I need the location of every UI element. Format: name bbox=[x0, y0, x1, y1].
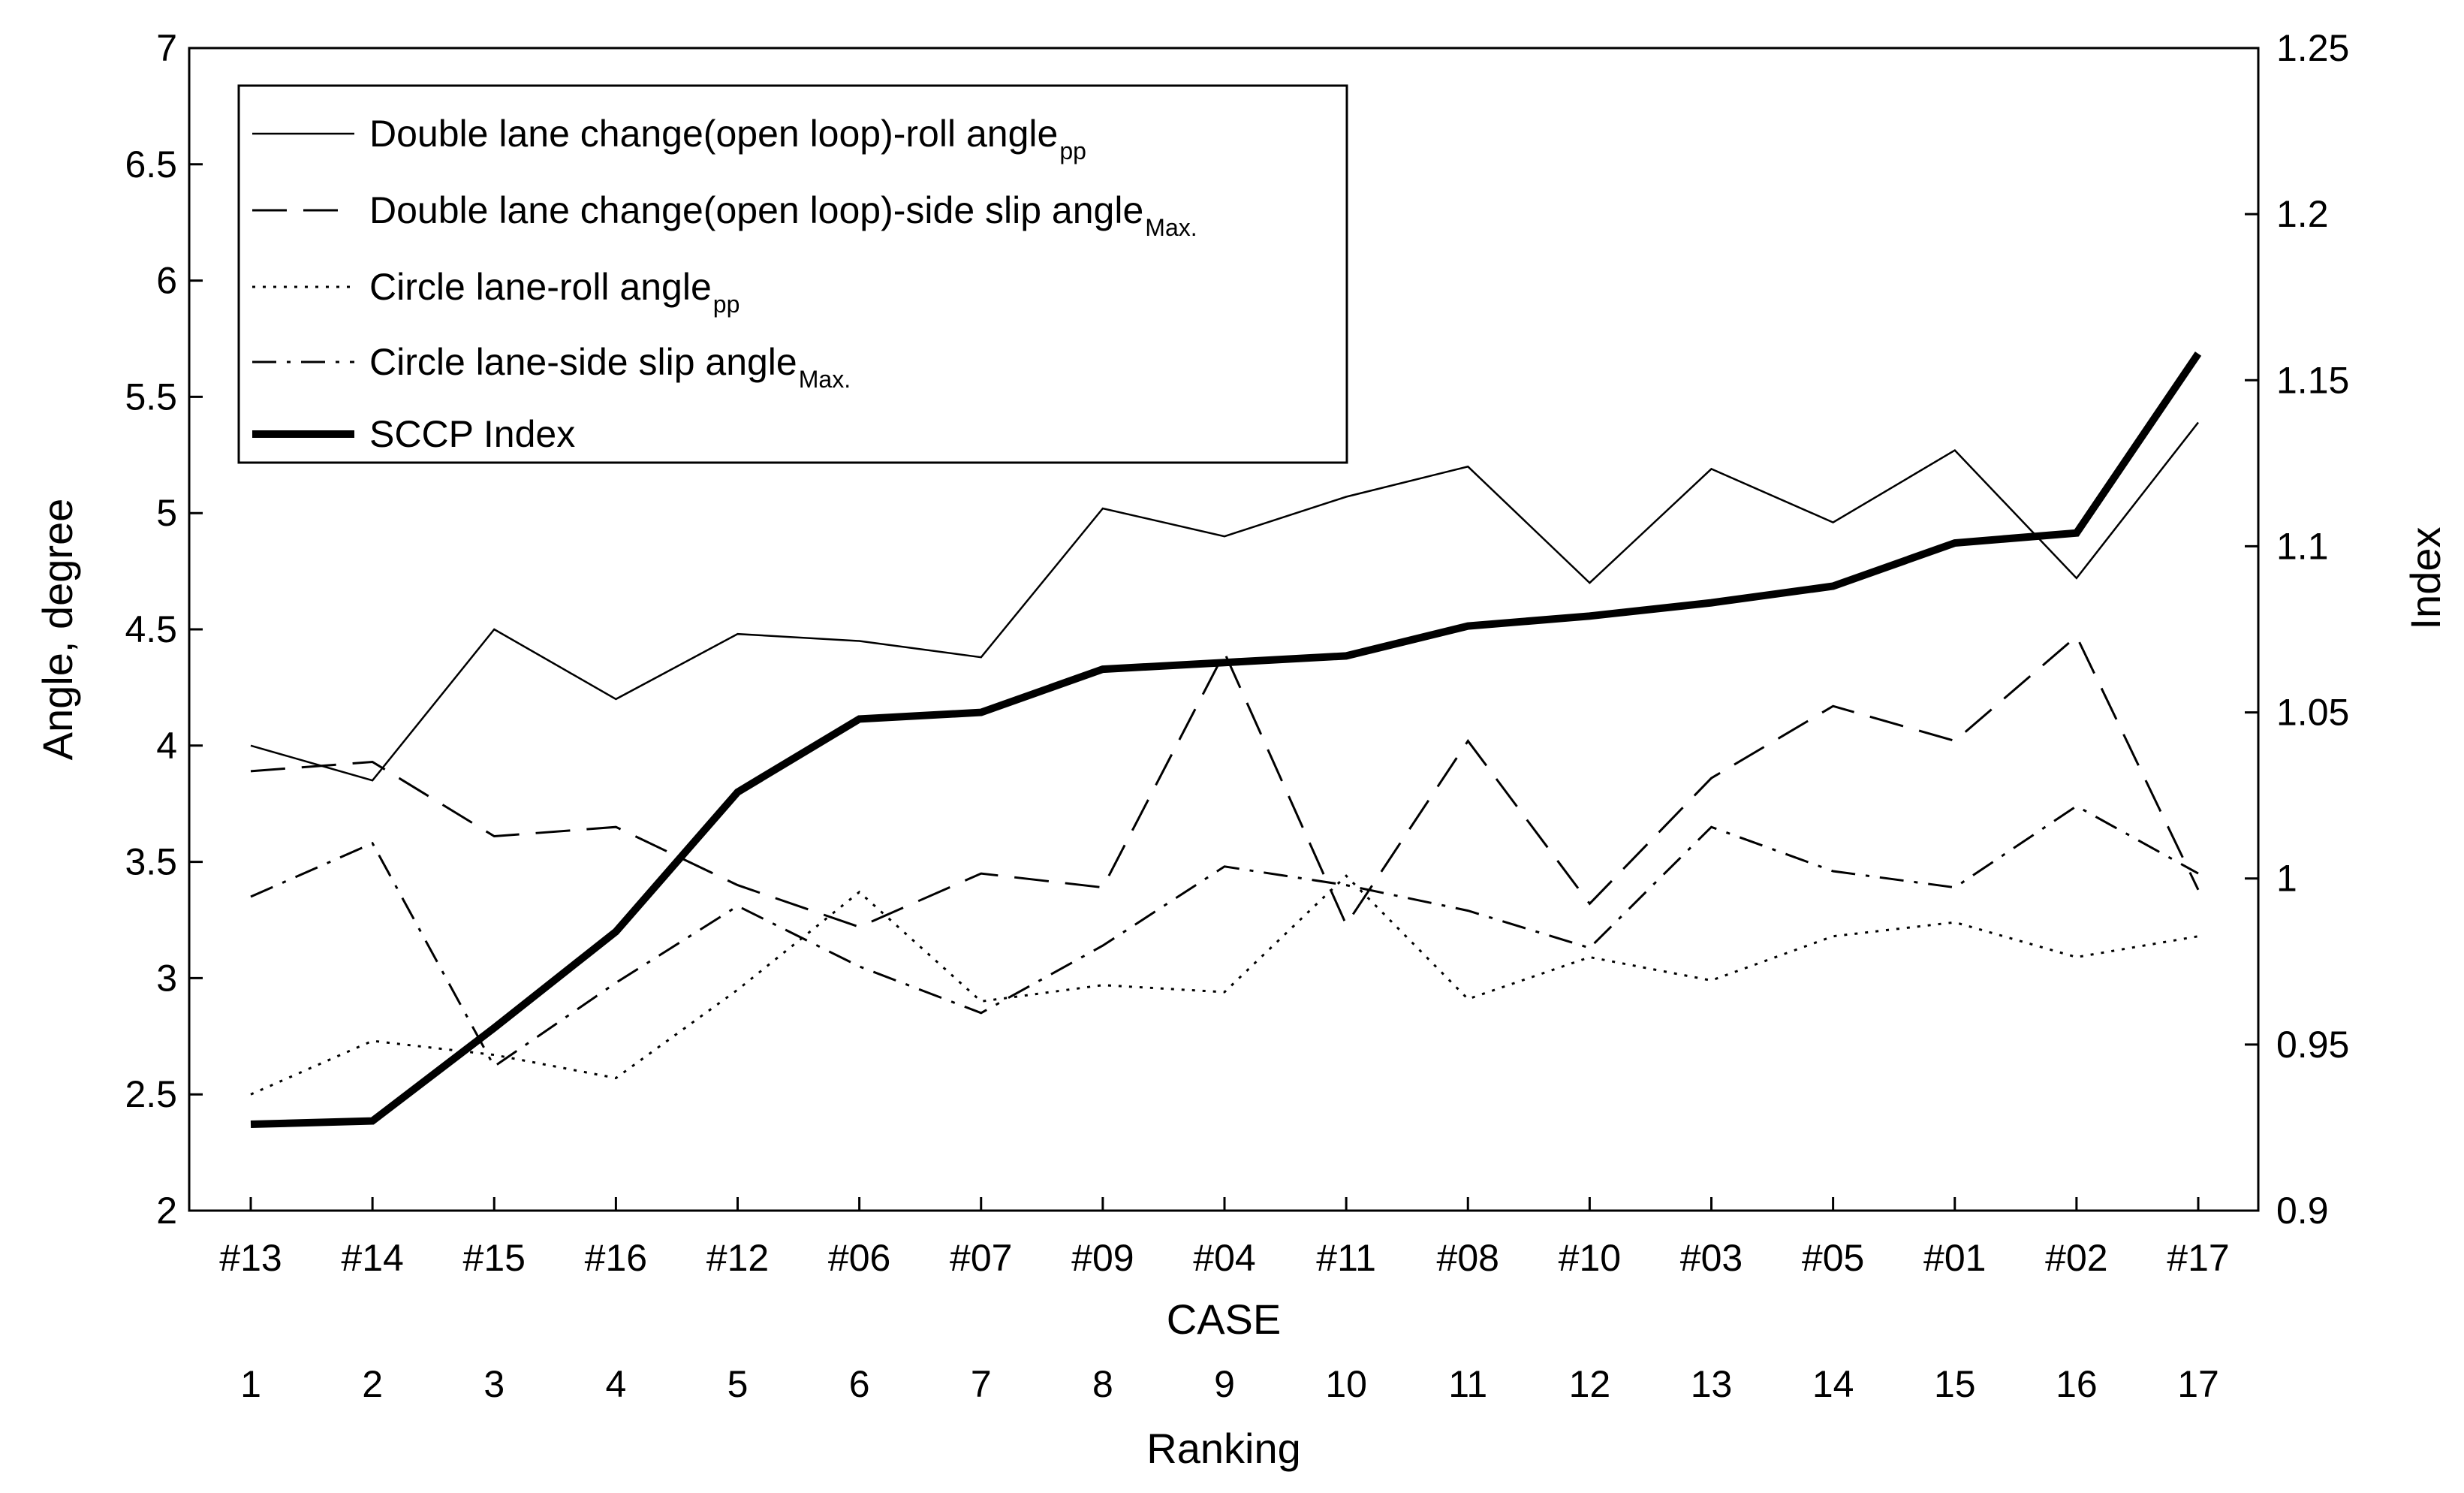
x-tick-label: #11 bbox=[1316, 1237, 1376, 1279]
x-tick-label: #16 bbox=[585, 1237, 647, 1279]
x-tick-label: #12 bbox=[706, 1237, 769, 1279]
x-tick-label: #15 bbox=[463, 1237, 526, 1279]
x-tick-label: #02 bbox=[2045, 1237, 2107, 1279]
legend: Double lane change(open loop)-roll angle… bbox=[237, 84, 1348, 464]
y-axis-title: Angle, degree bbox=[34, 499, 81, 761]
ranking-label: 2 bbox=[362, 1363, 383, 1405]
series-line-double-lane-change-open-loop-side-slip-angle-max bbox=[250, 634, 2200, 928]
y-tick-label: 3 bbox=[156, 957, 177, 999]
series-layer bbox=[250, 351, 2202, 1128]
legend-label: Circle lane-roll angle bbox=[369, 266, 712, 308]
y-right-tick-label: 1.15 bbox=[2276, 359, 2349, 401]
x-tick-label: #13 bbox=[219, 1237, 282, 1279]
x-tick-label: #01 bbox=[1923, 1237, 1986, 1279]
y-tick-label: 2 bbox=[156, 1190, 177, 1232]
y-tick-label: 6 bbox=[156, 260, 177, 302]
y-tick-label: 4.5 bbox=[125, 608, 177, 650]
ranking-label: 4 bbox=[605, 1363, 626, 1405]
y-right-tick-label: 0.9 bbox=[2276, 1190, 2329, 1232]
legend-subscript: Max. bbox=[799, 366, 851, 393]
x-tick-label: #14 bbox=[341, 1237, 403, 1279]
y-tick-label: 5 bbox=[156, 492, 177, 534]
y-right-tick-label: 1.2 bbox=[2276, 193, 2329, 235]
ranking-label: 1 bbox=[240, 1363, 261, 1405]
series-line-circle-lane-roll-angle-pp bbox=[250, 874, 2199, 1096]
y-tick-label: 3.5 bbox=[125, 841, 177, 883]
ranking-label: 8 bbox=[1092, 1363, 1113, 1405]
legend-label: Double lane change(open loop)-side slip … bbox=[369, 189, 1143, 231]
y-tick-label: 2.5 bbox=[125, 1073, 177, 1115]
legend-label: Circle lane-side slip angle bbox=[369, 341, 797, 383]
x-axis-title: CASE bbox=[1167, 1295, 1282, 1343]
x-tick-label: #07 bbox=[950, 1237, 1012, 1279]
y-right-axis-title: Index bbox=[2402, 527, 2449, 630]
series-line-double-lane-change-open-loop-roll-angle-pp bbox=[250, 421, 2199, 782]
y-right-tick-label: 1.1 bbox=[2276, 525, 2329, 567]
ranking-label: 16 bbox=[2056, 1363, 2098, 1405]
x-tick-label: #04 bbox=[1193, 1237, 1255, 1279]
ranking-label: 6 bbox=[849, 1363, 870, 1405]
ranking-label: 13 bbox=[1691, 1363, 1733, 1405]
y-right-tick-label: 0.95 bbox=[2276, 1024, 2349, 1066]
ranking-label: 9 bbox=[1214, 1363, 1235, 1405]
ranking-label: 10 bbox=[1325, 1363, 1367, 1405]
legend-label: SCCP Index bbox=[369, 413, 575, 455]
ranking-axis-title: Ranking bbox=[1146, 1425, 1300, 1472]
y-tick-label: 7 bbox=[156, 27, 177, 69]
ranking-label: 3 bbox=[483, 1363, 505, 1405]
ranking-label: 12 bbox=[1569, 1363, 1611, 1405]
legend-box bbox=[237, 84, 1348, 464]
x-tick-label: #10 bbox=[1559, 1237, 1621, 1279]
x-tick-label: #09 bbox=[1071, 1237, 1134, 1279]
series-line-circle-lane-side-slip-angle-max bbox=[250, 804, 2199, 1069]
x-tick-label: #17 bbox=[2167, 1237, 2229, 1279]
y-right-tick-label: 1.05 bbox=[2276, 692, 2349, 734]
ranking-label: 7 bbox=[971, 1363, 992, 1405]
ranking-label: 14 bbox=[1812, 1363, 1854, 1405]
x-tick-label: #08 bbox=[1437, 1237, 1499, 1279]
legend-subscript: Max. bbox=[1145, 214, 1197, 241]
legend-subscript: pp bbox=[713, 291, 740, 318]
legend-label: Double lane change(open loop)-roll angle bbox=[369, 113, 1058, 155]
y-tick-label: 6.5 bbox=[125, 143, 177, 185]
ranking-label: 17 bbox=[2177, 1363, 2219, 1405]
y-right-tick-label: 1 bbox=[2276, 858, 2297, 900]
y-right-tick-label: 1.25 bbox=[2276, 27, 2349, 69]
axes: 2 2.5 3 3.5 4 4.5 5 5.5 6 6.5 7 0.9 0.95 1 1.05 1.1 1.15… bbox=[34, 27, 2449, 1472]
x-tick-label: #06 bbox=[828, 1237, 890, 1279]
ranking-label: 5 bbox=[727, 1363, 749, 1405]
y-tick-label: 5.5 bbox=[125, 376, 177, 418]
y-tick-label: 4 bbox=[156, 725, 177, 767]
ranking-label: 15 bbox=[1934, 1363, 1976, 1405]
series-line-sccp-index bbox=[250, 351, 2202, 1128]
x-tick-label: #03 bbox=[1680, 1237, 1743, 1279]
x-tick-label: #05 bbox=[1802, 1237, 1864, 1279]
ranking-label: 11 bbox=[1448, 1363, 1487, 1405]
legend-subscript: pp bbox=[1059, 137, 1086, 164]
